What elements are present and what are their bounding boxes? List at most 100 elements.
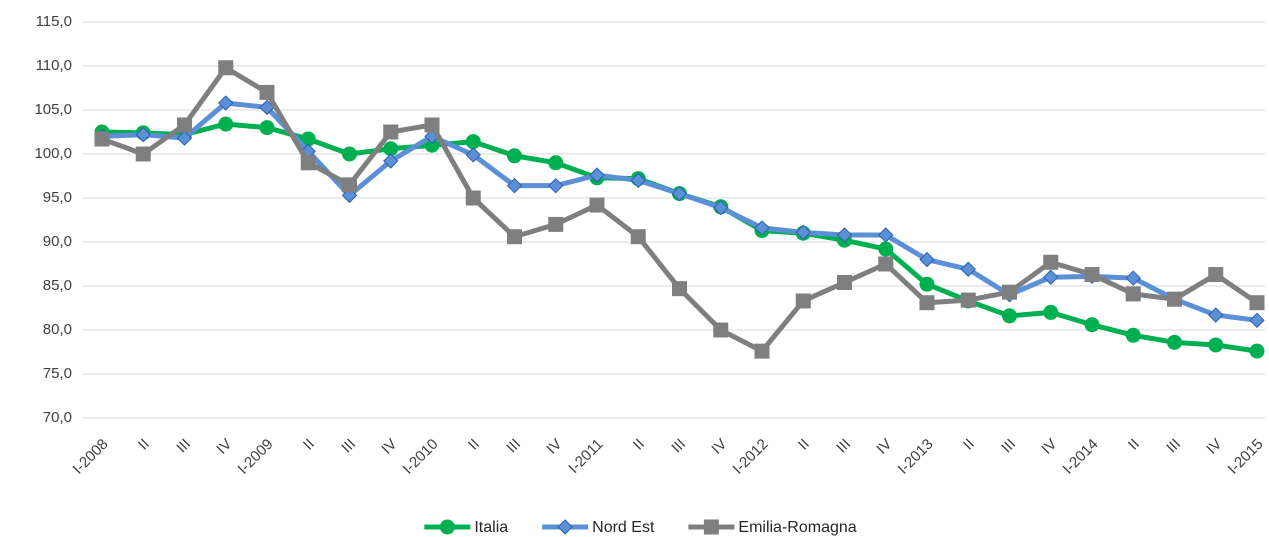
marker	[960, 292, 976, 308]
y-tick-label: 90,0	[43, 233, 72, 250]
marker	[383, 153, 399, 169]
x-tick-label: III	[668, 436, 689, 457]
marker	[1167, 334, 1182, 350]
marker	[1002, 284, 1017, 300]
x-tick-label: I-2010	[400, 436, 442, 478]
marker	[218, 116, 234, 132]
marker	[1208, 307, 1224, 323]
marker	[878, 256, 894, 272]
y-tick-label: 95,0	[43, 189, 72, 206]
x-tick-label: II	[135, 436, 153, 454]
marker	[878, 227, 894, 243]
marker	[300, 155, 316, 171]
legend-item: Emilia-Romagna	[688, 519, 857, 536]
x-tick-label: II	[795, 436, 813, 454]
y-tick-label: 80,0	[43, 321, 72, 338]
marker	[548, 155, 564, 171]
marker	[1208, 267, 1224, 283]
legend-label: Emilia-Romagna	[738, 519, 856, 536]
y-tick-label: 75,0	[43, 365, 72, 382]
marker	[1043, 269, 1059, 285]
legend: Italia Nord Est Emilia-Romagna	[424, 519, 857, 536]
marker	[548, 216, 564, 232]
marker	[1002, 308, 1017, 324]
legend-item: Nord Est	[542, 519, 655, 536]
x-tick-label: IV	[1038, 436, 1060, 458]
marker	[259, 120, 275, 136]
marker	[919, 276, 935, 292]
y-tick-label: 110,0	[36, 57, 72, 74]
marker	[507, 148, 522, 164]
marker	[507, 229, 522, 245]
legend-label: Nord Est	[592, 519, 655, 536]
x-tick-label: II	[300, 436, 318, 454]
x-tick-label: III	[1163, 436, 1184, 457]
marker	[259, 84, 275, 100]
marker	[672, 281, 687, 297]
marker	[1125, 327, 1141, 343]
marker	[465, 190, 481, 206]
marker	[424, 117, 440, 133]
x-tick-label: III	[833, 436, 854, 457]
marker	[754, 220, 770, 236]
marker	[1167, 291, 1182, 307]
marker	[1249, 295, 1265, 311]
line-series	[101, 121, 1258, 354]
marker	[218, 95, 234, 111]
x-tick-label: III	[998, 436, 1019, 457]
x-tick-label: II	[1125, 436, 1143, 454]
x-tick-label: IV	[543, 436, 565, 458]
marker	[919, 251, 935, 268]
x-tick-label: I-2011	[565, 436, 606, 477]
marker	[703, 519, 719, 535]
marker	[383, 141, 399, 157]
x-tick-label: III	[338, 436, 359, 457]
marker	[630, 172, 646, 189]
marker	[1249, 312, 1265, 329]
marker	[713, 199, 729, 216]
marker	[1249, 343, 1265, 359]
y-tick-label: 105,0	[34, 101, 72, 118]
marker	[589, 167, 605, 183]
marker	[1125, 286, 1141, 302]
x-tick-label: III	[503, 436, 524, 457]
x-tick-label: II	[630, 436, 648, 454]
x-tick-label: I-2015	[1225, 436, 1267, 478]
marker	[754, 343, 770, 359]
y-tick-label: 100,0	[34, 145, 72, 162]
marker	[465, 134, 481, 150]
marker	[300, 131, 316, 147]
marker	[506, 177, 523, 194]
marker	[1043, 304, 1059, 320]
x-tick-label: IV	[1203, 436, 1225, 458]
marker	[630, 229, 646, 245]
marker	[713, 322, 729, 338]
marker	[671, 185, 688, 202]
x-tick-label: I-2014	[1060, 436, 1102, 478]
marker	[1125, 270, 1141, 286]
x-tick-label: II	[465, 436, 483, 454]
marker	[342, 146, 357, 162]
x-tick-label: III	[173, 436, 194, 457]
x-tick-label: IV	[213, 436, 235, 458]
marker	[1208, 337, 1224, 353]
marker	[837, 274, 852, 290]
x-tick-label: I-2008	[70, 436, 112, 478]
x-tick-label: IV	[873, 436, 895, 458]
marker	[960, 261, 976, 277]
marker	[1084, 317, 1100, 333]
marker	[589, 197, 605, 213]
y-tick-label: 85,0	[43, 277, 72, 294]
legend-label: Italia	[474, 519, 508, 536]
x-tick-label: IV	[708, 436, 730, 458]
x-tick-label: IV	[378, 436, 400, 458]
marker	[557, 519, 573, 535]
x-tick-label: I-2012	[730, 436, 772, 478]
marker	[135, 126, 151, 143]
marker	[465, 147, 481, 163]
marker	[548, 177, 564, 194]
marker	[342, 177, 357, 193]
x-tick-label: II	[960, 436, 978, 454]
marker	[176, 130, 193, 146]
